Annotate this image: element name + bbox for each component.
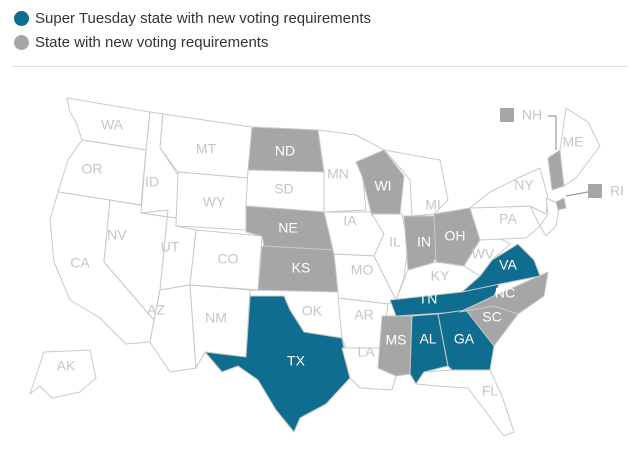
state-nc bbox=[459, 271, 549, 315]
label-mo: MO bbox=[351, 262, 374, 278]
label-mt: MT bbox=[196, 141, 217, 157]
label-fl: FL bbox=[482, 383, 499, 399]
ri-callout-swatch bbox=[588, 184, 602, 198]
nh-callout-swatch bbox=[500, 108, 514, 122]
label-ny: NY bbox=[514, 177, 534, 193]
label-ar: AR bbox=[354, 307, 373, 323]
label-nc: NC bbox=[495, 285, 515, 301]
label-in: IN bbox=[417, 234, 431, 250]
legend-label-super-tuesday: Super Tuesday state with new voting requ… bbox=[35, 9, 372, 27]
state-ny bbox=[469, 167, 549, 215]
legend-label-new-requirements: State with new voting requirements bbox=[35, 33, 269, 51]
state-ak bbox=[29, 349, 97, 399]
label-id: ID bbox=[145, 174, 159, 190]
label-va: VA bbox=[499, 257, 517, 273]
label-wa: WA bbox=[101, 117, 124, 133]
map-legend: Super Tuesday state with new voting requ… bbox=[14, 6, 371, 54]
legend-item-super-tuesday: Super Tuesday state with new voting requ… bbox=[14, 6, 371, 30]
label-co: CO bbox=[218, 251, 239, 267]
legend-divider bbox=[12, 66, 628, 67]
legend-item-new-requirements: State with new voting requirements bbox=[14, 30, 371, 54]
legend-swatch-super-tuesday bbox=[14, 10, 29, 26]
label-nm: NM bbox=[205, 310, 227, 326]
label-az: AZ bbox=[147, 302, 165, 318]
label-wi: WI bbox=[374, 178, 391, 194]
label-nh: NH bbox=[522, 107, 542, 123]
label-pa: PA bbox=[499, 211, 517, 227]
label-wy: WY bbox=[203, 194, 226, 210]
state-ms bbox=[377, 315, 413, 377]
label-al: AL bbox=[419, 331, 436, 347]
state-fl bbox=[415, 369, 515, 437]
label-ks: KS bbox=[292, 260, 311, 276]
legend-swatch-new-requirements bbox=[14, 34, 29, 50]
label-or: OR bbox=[82, 161, 103, 177]
label-tn: TN bbox=[419, 291, 438, 307]
label-ne: NE bbox=[278, 220, 297, 236]
state-ri bbox=[555, 197, 567, 211]
label-ok: OK bbox=[302, 303, 323, 319]
label-wv: WV bbox=[472, 246, 495, 262]
label-ca: CA bbox=[70, 255, 90, 271]
label-sd: SD bbox=[274, 181, 293, 197]
label-ak: AK bbox=[57, 358, 76, 374]
label-mi: MI bbox=[425, 197, 441, 213]
label-me: ME bbox=[563, 134, 584, 150]
state-me bbox=[559, 107, 601, 187]
state-mi bbox=[383, 149, 449, 217]
label-nd: ND bbox=[275, 143, 295, 159]
label-ms: MS bbox=[386, 332, 407, 348]
label-oh: OH bbox=[445, 228, 466, 244]
label-ga: GA bbox=[454, 331, 475, 347]
label-il: IL bbox=[389, 234, 401, 250]
label-nv: NV bbox=[107, 227, 127, 243]
label-tx: TX bbox=[287, 353, 306, 369]
label-la: LA bbox=[357, 344, 375, 360]
label-mn: MN bbox=[327, 166, 349, 182]
ri-callout-leader bbox=[565, 191, 589, 197]
label-ri: RI bbox=[610, 183, 624, 199]
label-ky: KY bbox=[431, 268, 450, 284]
label-sc: SC bbox=[482, 309, 501, 325]
label-ia: IA bbox=[343, 213, 357, 229]
label-ut: UT bbox=[161, 239, 180, 255]
state-tx bbox=[204, 295, 351, 433]
state-mn bbox=[317, 129, 385, 213]
